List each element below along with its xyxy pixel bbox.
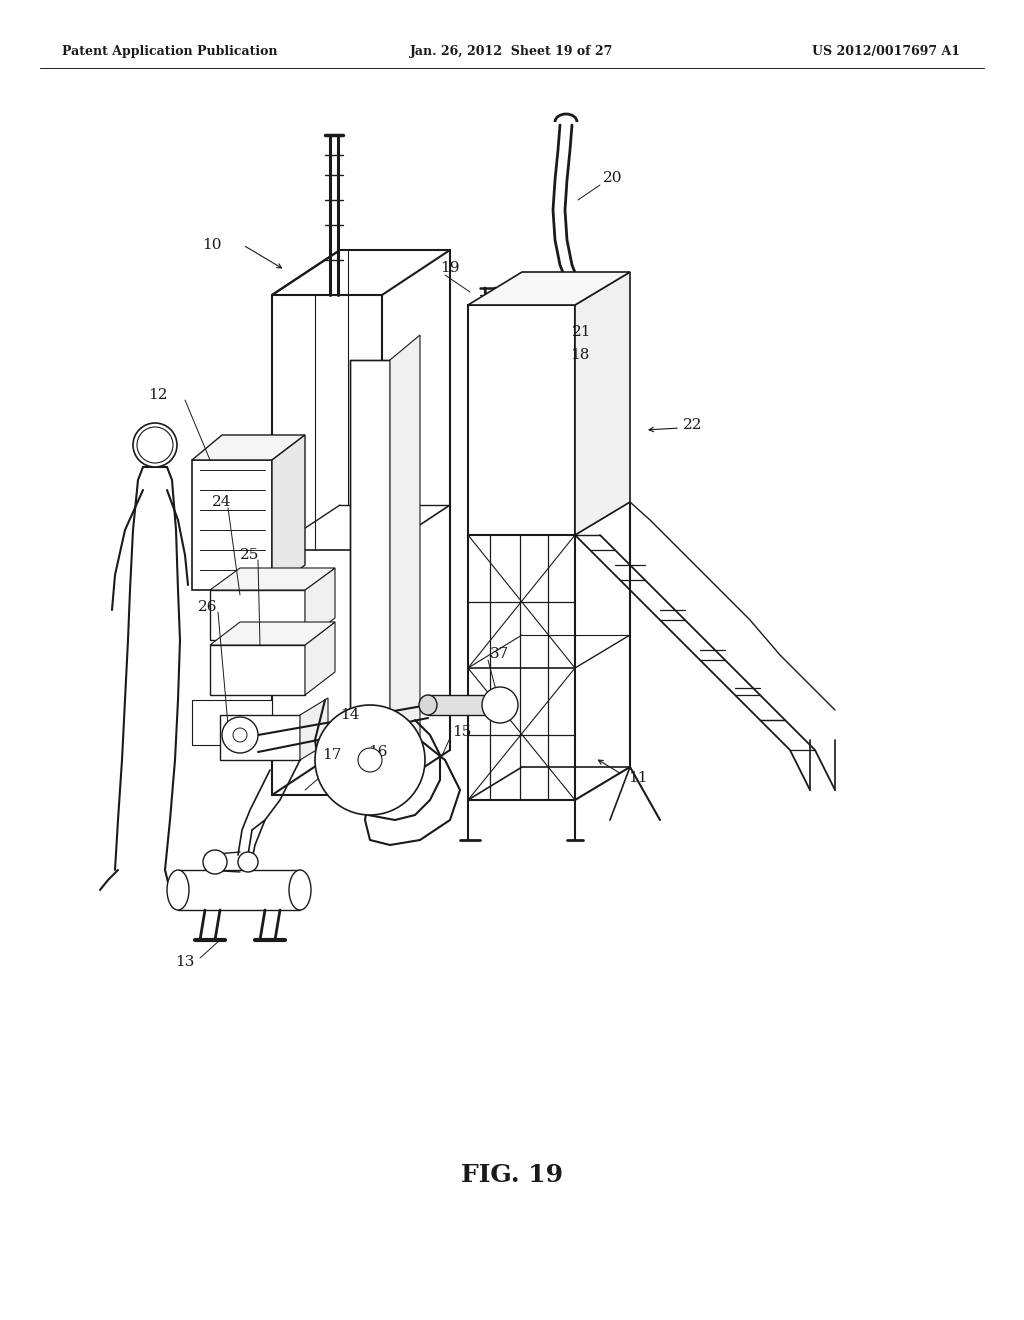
- Text: US 2012/0017697 A1: US 2012/0017697 A1: [812, 45, 961, 58]
- Polygon shape: [350, 360, 390, 800]
- Polygon shape: [210, 622, 335, 645]
- Text: 23: 23: [147, 438, 163, 451]
- Polygon shape: [300, 698, 328, 760]
- Ellipse shape: [289, 870, 311, 909]
- Ellipse shape: [203, 850, 227, 874]
- Polygon shape: [210, 645, 305, 696]
- Circle shape: [315, 705, 425, 814]
- Circle shape: [137, 426, 173, 463]
- Polygon shape: [193, 700, 272, 744]
- Text: 19: 19: [440, 261, 460, 275]
- Text: 26: 26: [198, 601, 217, 614]
- Polygon shape: [210, 568, 335, 590]
- Text: 18: 18: [570, 348, 590, 362]
- Ellipse shape: [490, 696, 509, 715]
- Text: Patent Application Publication: Patent Application Publication: [62, 45, 278, 58]
- Text: 12: 12: [148, 388, 168, 403]
- Polygon shape: [193, 459, 272, 590]
- Polygon shape: [210, 590, 305, 640]
- Circle shape: [358, 748, 382, 772]
- Text: 37: 37: [490, 647, 509, 661]
- Text: 13: 13: [175, 954, 195, 969]
- Text: 22: 22: [683, 418, 702, 432]
- Text: 11: 11: [628, 771, 647, 785]
- Polygon shape: [428, 696, 500, 715]
- Circle shape: [133, 422, 177, 467]
- Text: 15: 15: [452, 725, 471, 739]
- Polygon shape: [390, 335, 420, 800]
- Text: Jan. 26, 2012  Sheet 19 of 27: Jan. 26, 2012 Sheet 19 of 27: [411, 45, 613, 58]
- Polygon shape: [272, 436, 305, 590]
- Polygon shape: [468, 305, 575, 535]
- Text: 25: 25: [240, 548, 259, 562]
- Ellipse shape: [167, 870, 189, 909]
- Polygon shape: [193, 436, 305, 459]
- Ellipse shape: [238, 851, 258, 873]
- Text: 10: 10: [202, 238, 221, 252]
- Polygon shape: [305, 622, 335, 696]
- Circle shape: [233, 729, 247, 742]
- Polygon shape: [468, 272, 630, 305]
- Polygon shape: [575, 272, 630, 535]
- Text: 20: 20: [603, 172, 623, 185]
- Text: FIG. 19: FIG. 19: [461, 1163, 563, 1187]
- Text: 17: 17: [322, 748, 341, 762]
- Text: 16: 16: [368, 744, 387, 759]
- Polygon shape: [220, 715, 300, 760]
- Polygon shape: [305, 568, 335, 640]
- Polygon shape: [178, 870, 300, 909]
- Text: 14: 14: [340, 708, 359, 722]
- Polygon shape: [468, 502, 630, 535]
- Text: 24: 24: [212, 495, 231, 510]
- Circle shape: [222, 717, 258, 752]
- Circle shape: [482, 686, 518, 723]
- Ellipse shape: [419, 696, 437, 715]
- Text: 21: 21: [572, 325, 592, 339]
